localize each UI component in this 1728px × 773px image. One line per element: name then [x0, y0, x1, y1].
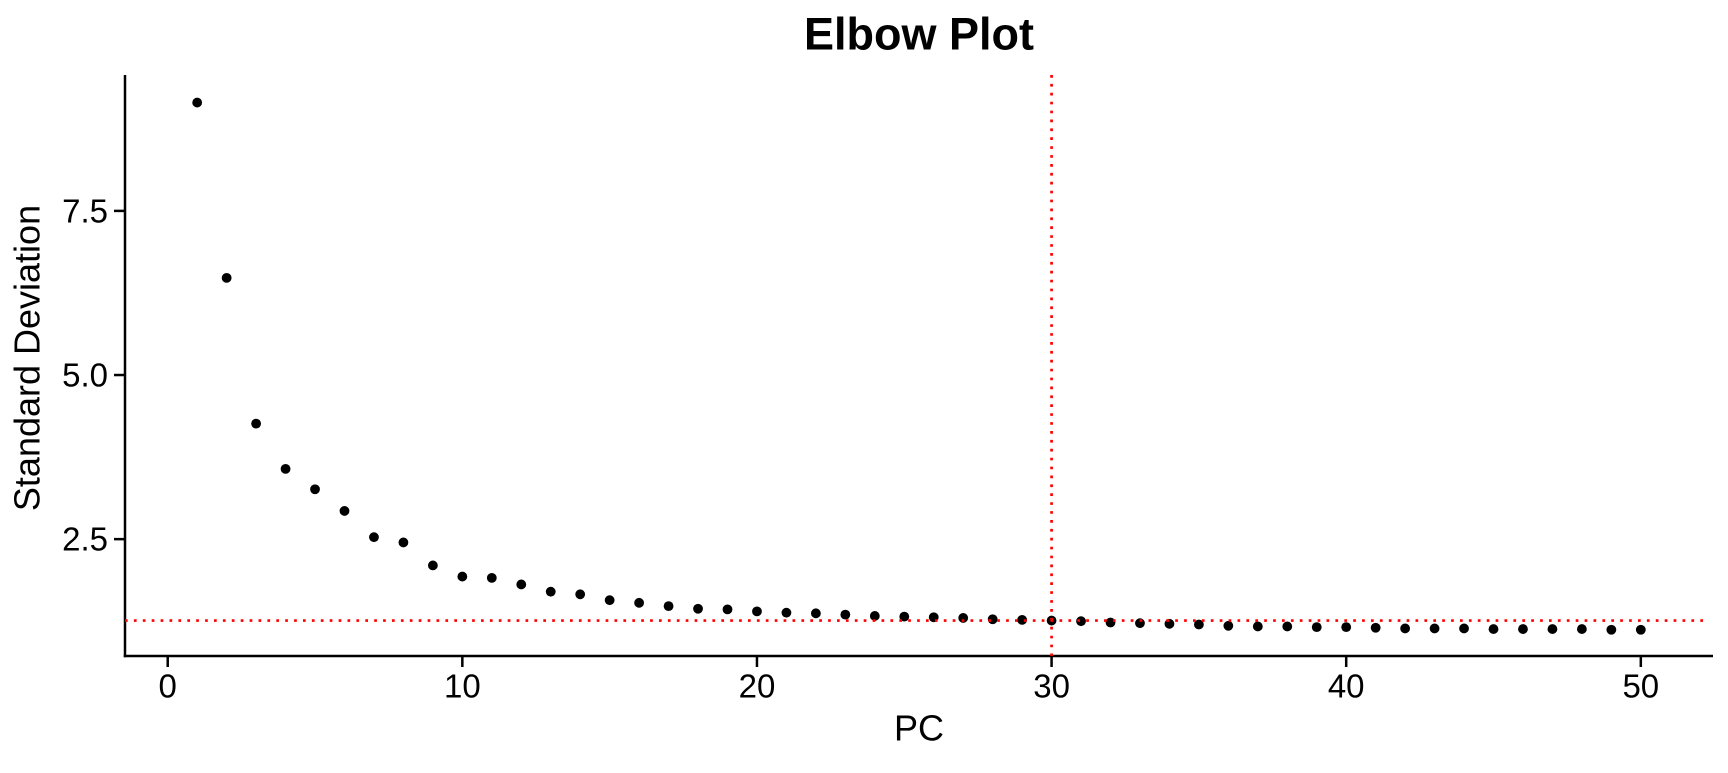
x-axis-title: PC [894, 708, 944, 749]
data-point [251, 418, 262, 429]
data-point [398, 537, 409, 548]
data-point [1135, 618, 1145, 629]
data-point [192, 97, 203, 108]
x-tick-label: 30 [1033, 668, 1070, 705]
data-point [781, 607, 792, 618]
data-point [810, 608, 821, 619]
plot-title: Elbow Plot [804, 9, 1034, 60]
data-point [604, 595, 615, 606]
data-point [1400, 623, 1411, 634]
data-point [1341, 622, 1352, 633]
axes: 0 10 20 30 40 50 2.5 5.0 7.5 [62, 75, 1713, 705]
data-points [192, 97, 1646, 635]
y-tick-label: 7.5 [62, 192, 108, 229]
data-point [958, 613, 969, 623]
x-tick-label: 20 [739, 668, 776, 705]
x-tick-label: 10 [444, 668, 481, 705]
data-point [1488, 624, 1499, 634]
data-point [1311, 622, 1322, 633]
data-point [1076, 616, 1086, 627]
data-point [840, 609, 851, 620]
x-tick-label: 40 [1328, 668, 1365, 705]
data-point [1518, 624, 1528, 634]
data-point [1635, 624, 1646, 635]
data-point [457, 571, 468, 582]
y-axis-title: Standard Deviation [7, 205, 48, 511]
data-point [752, 606, 762, 617]
data-point [545, 586, 556, 597]
data-point [722, 604, 733, 615]
data-point [280, 463, 291, 474]
data-point [1193, 619, 1204, 630]
data-point [516, 579, 527, 590]
data-point [1429, 623, 1440, 634]
reference-lines [125, 75, 1703, 656]
data-point [1606, 624, 1617, 635]
data-point [1223, 620, 1234, 631]
data-point [427, 560, 438, 571]
y-tick-label: 5.0 [62, 357, 108, 394]
y-tick-label: 2.5 [62, 521, 108, 558]
x-tick-label: 50 [1622, 668, 1659, 705]
data-point [1252, 621, 1263, 632]
data-point [1105, 617, 1116, 628]
data-point [1164, 618, 1175, 629]
data-point [221, 272, 232, 283]
data-point [1370, 622, 1381, 633]
data-point [369, 532, 379, 543]
data-point [869, 611, 880, 621]
data-point [1576, 624, 1587, 634]
data-point [693, 603, 703, 614]
data-point [663, 601, 674, 612]
data-point [575, 589, 586, 600]
x-tick-label: 0 [159, 668, 177, 705]
data-point [899, 611, 910, 622]
data-point [1017, 614, 1028, 625]
data-point [339, 506, 350, 516]
data-point [634, 597, 645, 608]
data-point [310, 484, 320, 495]
data-point [1547, 624, 1558, 634]
data-point [1282, 621, 1293, 632]
data-point [486, 572, 497, 583]
data-point [1459, 623, 1469, 634]
